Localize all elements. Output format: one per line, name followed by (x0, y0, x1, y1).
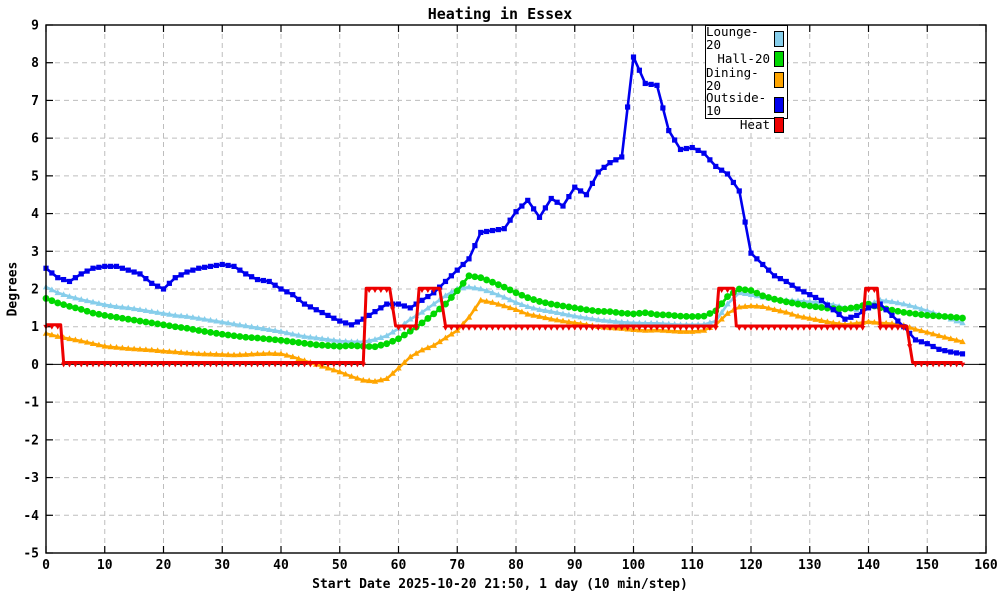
legend-swatch-outside-10 (774, 96, 784, 113)
x-axis-label: Start Date 2025-10-20 21:50, 1 day (10 m… (312, 577, 688, 592)
y-tick-label: 8 (31, 56, 39, 71)
x-tick-label: 120 (739, 558, 763, 573)
legend-swatch-lounge-20 (774, 30, 784, 47)
y-tick-label: -5 (23, 547, 39, 562)
x-tick-label: 0 (42, 558, 50, 573)
legend-item-heat: Heat (706, 117, 787, 133)
y-tick-label: 5 (31, 169, 39, 184)
x-tick-label: 100 (622, 558, 646, 573)
x-tick-label: 90 (567, 558, 583, 573)
legend-label: Hall-20 (717, 50, 770, 66)
x-tick-label: 110 (681, 558, 705, 573)
x-tick-label: 20 (156, 558, 172, 573)
y-tick-label: 7 (31, 94, 39, 109)
x-tick-label: 40 (273, 558, 289, 573)
legend-item-hall-20: Hall-20 (706, 51, 787, 67)
y-tick-label: 2 (31, 283, 39, 298)
series-outside-10 (43, 54, 966, 357)
legend-label: Dining-20 (706, 65, 759, 93)
legend-item-outside-10: Outside-10 (706, 90, 787, 118)
y-tick-label: -2 (23, 433, 39, 448)
series-hall-20 (42, 272, 966, 351)
plot-border (45, 24, 987, 554)
legend-item-dining-20: Dining-20 (706, 65, 787, 93)
x-tick-label: 80 (508, 558, 524, 573)
series-heat (43, 286, 966, 368)
legend: Lounge-20 Hall-20 Dining-20 Outside-10 Heat (705, 24, 788, 133)
legend-label: Lounge-20 (706, 24, 759, 52)
legend-label: Outside-10 (706, 90, 767, 118)
x-tick-label: 30 (214, 558, 230, 573)
x-tick-label: 140 (857, 558, 881, 573)
y-tick-label: 4 (31, 207, 39, 222)
y-tick-label: -3 (23, 471, 39, 486)
y-tick-label: 3 (31, 245, 39, 260)
legend-item-lounge-20: Lounge-20 (706, 24, 787, 52)
y-tick-label: 0 (31, 358, 39, 373)
chart-title: Heating in Essex (427, 5, 573, 23)
y-tick-label: 9 (31, 19, 39, 34)
legend-swatch-hall-20 (774, 51, 784, 67)
x-tick-label: 160 (974, 558, 998, 573)
legend-swatch-dining-20 (774, 71, 784, 88)
x-tick-label: 150 (916, 558, 940, 573)
y-tick-label: 6 (31, 132, 39, 147)
legend-label: Heat (739, 116, 770, 132)
x-tick-label: 130 (798, 558, 822, 573)
y-axis-label: Degrees (5, 261, 21, 317)
legend-swatch-heat (774, 117, 784, 133)
x-tick-label: 70 (449, 558, 465, 573)
x-tick-label: 60 (391, 558, 407, 573)
x-tick-label: 50 (332, 558, 348, 573)
y-tick-label: 1 (31, 320, 39, 335)
y-tick-label: -1 (23, 396, 39, 411)
y-tick-label: -4 (23, 509, 39, 524)
x-tick-label: 10 (97, 558, 113, 573)
